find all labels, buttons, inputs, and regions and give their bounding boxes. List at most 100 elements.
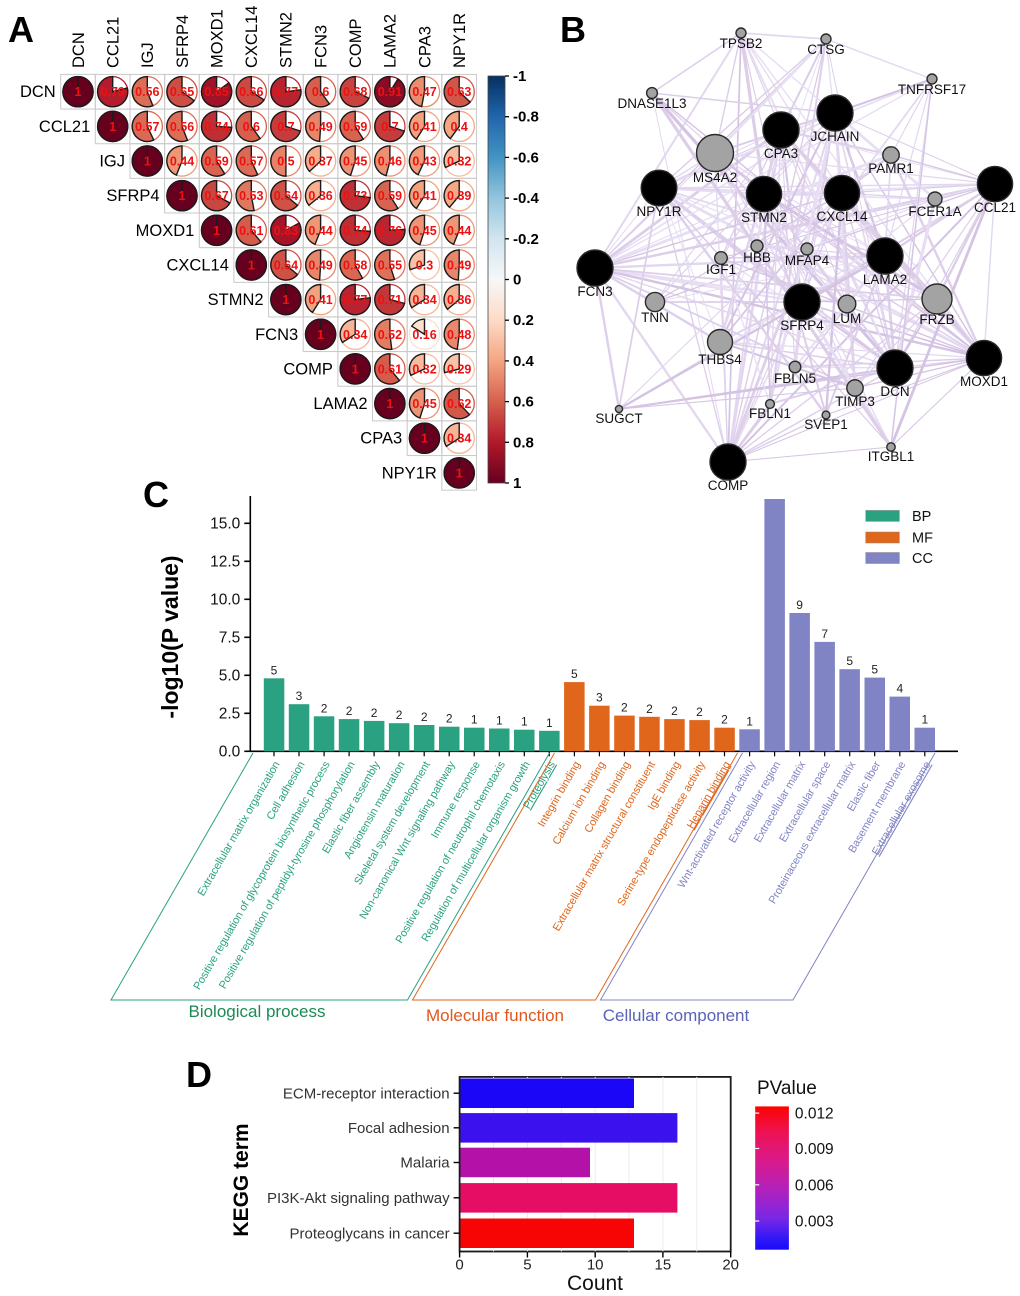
svg-text:0.6: 0.6: [513, 394, 534, 411]
svg-text:2: 2: [721, 713, 728, 727]
svg-text:0.39: 0.39: [447, 189, 471, 203]
svg-text:FRZB: FRZB: [919, 312, 954, 327]
svg-text:0.44: 0.44: [170, 155, 194, 169]
svg-text:CPA3: CPA3: [416, 26, 434, 68]
svg-text:0.68: 0.68: [343, 85, 367, 99]
svg-text:5.0: 5.0: [219, 667, 241, 684]
svg-text:5: 5: [846, 654, 853, 668]
svg-text:0.71: 0.71: [378, 293, 402, 307]
svg-text:0.63: 0.63: [447, 85, 471, 99]
svg-text:1: 1: [521, 715, 528, 729]
svg-text:0.65: 0.65: [170, 85, 194, 99]
svg-text:SFRP4: SFRP4: [106, 187, 159, 205]
svg-text:0.47: 0.47: [412, 85, 436, 99]
svg-text:10: 10: [587, 1257, 604, 1274]
svg-text:LAMA2: LAMA2: [863, 272, 907, 287]
svg-text:Count: Count: [567, 1272, 623, 1295]
svg-text:CXCL14: CXCL14: [816, 209, 868, 224]
svg-text:1: 1: [317, 328, 324, 342]
svg-text:1: 1: [456, 466, 463, 480]
svg-text:2: 2: [421, 710, 428, 724]
svg-text:0.7: 0.7: [381, 120, 398, 134]
svg-text:STMN2: STMN2: [278, 12, 296, 68]
svg-text:7.5: 7.5: [219, 629, 241, 646]
svg-text:NPY1R: NPY1R: [451, 13, 469, 68]
svg-text:PValue: PValue: [757, 1078, 817, 1099]
svg-text:1: 1: [421, 432, 428, 446]
svg-text:MOXD1: MOXD1: [960, 374, 1008, 389]
svg-text:FCN3: FCN3: [577, 284, 612, 299]
svg-text:MS4A2: MS4A2: [693, 170, 737, 185]
svg-text:0.73: 0.73: [343, 189, 367, 203]
svg-text:2: 2: [446, 712, 453, 726]
svg-text:0.67: 0.67: [204, 189, 228, 203]
svg-text:1: 1: [109, 120, 116, 134]
svg-text:1: 1: [513, 475, 521, 492]
svg-text:0.2: 0.2: [513, 312, 534, 329]
svg-text:CC: CC: [912, 551, 933, 567]
svg-text:0.64: 0.64: [274, 259, 298, 273]
svg-text:-log10(P value): -log10(P value): [157, 555, 183, 718]
svg-text:15: 15: [655, 1257, 672, 1274]
svg-text:0.36: 0.36: [308, 189, 332, 203]
svg-text:0.32: 0.32: [412, 362, 436, 376]
svg-text:0.77: 0.77: [343, 293, 367, 307]
svg-text:3: 3: [596, 691, 603, 705]
svg-text:-0.2: -0.2: [513, 231, 539, 248]
svg-text:-1: -1: [513, 68, 526, 85]
svg-text:CCL21: CCL21: [39, 118, 90, 136]
svg-text:MOXD1: MOXD1: [136, 222, 195, 240]
svg-text:CXCL14: CXCL14: [167, 257, 229, 275]
svg-text:1: 1: [352, 362, 359, 376]
svg-text:0.34: 0.34: [447, 432, 471, 446]
svg-text:Cellular component: Cellular component: [603, 1006, 750, 1025]
svg-text:15.0: 15.0: [210, 515, 241, 532]
svg-text:0.59: 0.59: [378, 189, 402, 203]
svg-text:PAMR1: PAMR1: [868, 161, 914, 176]
svg-text:5: 5: [523, 1257, 531, 1274]
svg-text:KEGG term: KEGG term: [230, 1123, 253, 1236]
svg-text:0.41: 0.41: [308, 293, 332, 307]
svg-text:0.8: 0.8: [513, 434, 534, 451]
svg-text:0.91: 0.91: [378, 85, 402, 99]
svg-text:2: 2: [671, 704, 678, 718]
svg-text:1: 1: [75, 85, 82, 99]
svg-text:C: C: [143, 474, 169, 515]
svg-text:COMP: COMP: [283, 360, 333, 378]
svg-text:4: 4: [896, 682, 903, 696]
svg-text:B: B: [560, 9, 586, 50]
svg-text:Proteoglycans in cancer: Proteoglycans in cancer: [290, 1226, 450, 1243]
svg-text:-0.8: -0.8: [513, 109, 539, 126]
svg-text:TIMP3: TIMP3: [835, 394, 875, 409]
svg-text:TPSB2: TPSB2: [720, 36, 763, 51]
svg-text:MOXD1: MOXD1: [208, 9, 226, 68]
svg-text:0.85: 0.85: [204, 85, 228, 99]
svg-text:2: 2: [696, 705, 703, 719]
svg-text:1: 1: [282, 293, 289, 307]
svg-text:5: 5: [271, 663, 278, 677]
svg-text:D: D: [186, 1054, 212, 1095]
svg-text:0.76: 0.76: [378, 224, 402, 238]
svg-text:1: 1: [471, 713, 478, 727]
svg-text:5: 5: [871, 663, 878, 677]
svg-text:0.43: 0.43: [412, 155, 436, 169]
svg-text:0.5: 0.5: [277, 155, 294, 169]
svg-text:DCN: DCN: [70, 32, 88, 68]
svg-text:ITGBL1: ITGBL1: [868, 449, 915, 464]
svg-text:0.83: 0.83: [274, 224, 298, 238]
svg-text:1: 1: [179, 189, 186, 203]
svg-text:0.59: 0.59: [204, 155, 228, 169]
svg-text:Molecular function: Molecular function: [426, 1006, 564, 1025]
svg-text:COMP: COMP: [347, 19, 365, 69]
svg-text:0.009: 0.009: [795, 1141, 834, 1158]
svg-text:0.6: 0.6: [312, 85, 329, 99]
svg-text:FBLN1: FBLN1: [749, 406, 791, 421]
svg-text:MFAP4: MFAP4: [785, 253, 830, 268]
svg-text:STMN2: STMN2: [741, 210, 787, 225]
svg-text:SVEP1: SVEP1: [804, 417, 848, 432]
svg-text:Focal adhesion: Focal adhesion: [348, 1120, 450, 1137]
svg-text:0.45: 0.45: [343, 155, 367, 169]
svg-text:0.49: 0.49: [308, 120, 332, 134]
svg-text:0.74: 0.74: [204, 120, 228, 134]
svg-text:STMN2: STMN2: [208, 291, 264, 309]
